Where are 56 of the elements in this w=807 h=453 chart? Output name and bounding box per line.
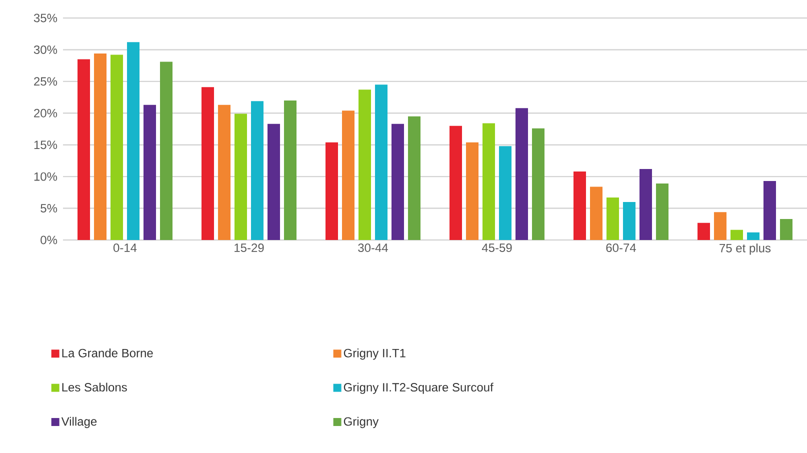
bar (656, 184, 668, 240)
x-tick-label: 45-59 (482, 244, 512, 252)
bar (358, 90, 371, 240)
x-tick-label: 30-44 (358, 244, 388, 252)
bar (392, 124, 404, 240)
bar (573, 171, 586, 240)
bar (498, 146, 512, 240)
x-tick-label: 75 et plus (720, 244, 771, 255)
y-tick-label: 10% (34, 172, 58, 181)
bar (697, 222, 710, 240)
legend-label: Grigny II.T1 (344, 348, 406, 360)
bar (450, 126, 462, 240)
legend-label: Village (61, 416, 97, 428)
y-tick-label: 5% (40, 204, 58, 212)
bar (780, 219, 792, 240)
bar (342, 110, 354, 240)
x-tick-label: 15-29 (234, 244, 264, 252)
bar (268, 124, 280, 240)
bar (127, 42, 140, 240)
y-tick-label: 35% (34, 14, 58, 22)
bar (326, 142, 338, 240)
bar (94, 54, 107, 240)
bar (714, 212, 726, 240)
bar (746, 232, 760, 240)
bar (515, 108, 528, 240)
bar (408, 116, 420, 240)
bar (639, 168, 652, 240)
x-tick-label: 60-74 (606, 244, 636, 252)
legend-label: La Grande Borne (62, 348, 153, 358)
bar (110, 54, 124, 240)
bar (730, 230, 743, 240)
y-tick-label: 15% (34, 140, 58, 150)
bar (606, 197, 619, 240)
bar (590, 186, 602, 240)
y-tick-label: 20% (34, 108, 58, 118)
y-tick-label: 25% (34, 77, 58, 86)
y-tick-label: 30% (34, 45, 58, 54)
bar (622, 202, 636, 240)
bar (482, 123, 495, 240)
bar (218, 104, 231, 240)
bar (532, 128, 544, 240)
bar (466, 142, 478, 240)
legend-label: Grigny (344, 416, 379, 428)
bar (284, 100, 297, 240)
bar (375, 84, 388, 240)
bar (202, 87, 214, 240)
y-tick-label: 0% (40, 236, 58, 244)
bar (78, 59, 90, 240)
legend-label: Grigny II.T2-Square Surcouf (344, 382, 494, 394)
bar (251, 101, 264, 240)
bar (763, 181, 776, 240)
legend-label: Les Sablons (62, 382, 127, 392)
x-tick-label: 0-14 (113, 244, 137, 252)
bar (234, 114, 248, 240)
bar (144, 104, 156, 240)
bar (160, 62, 173, 240)
